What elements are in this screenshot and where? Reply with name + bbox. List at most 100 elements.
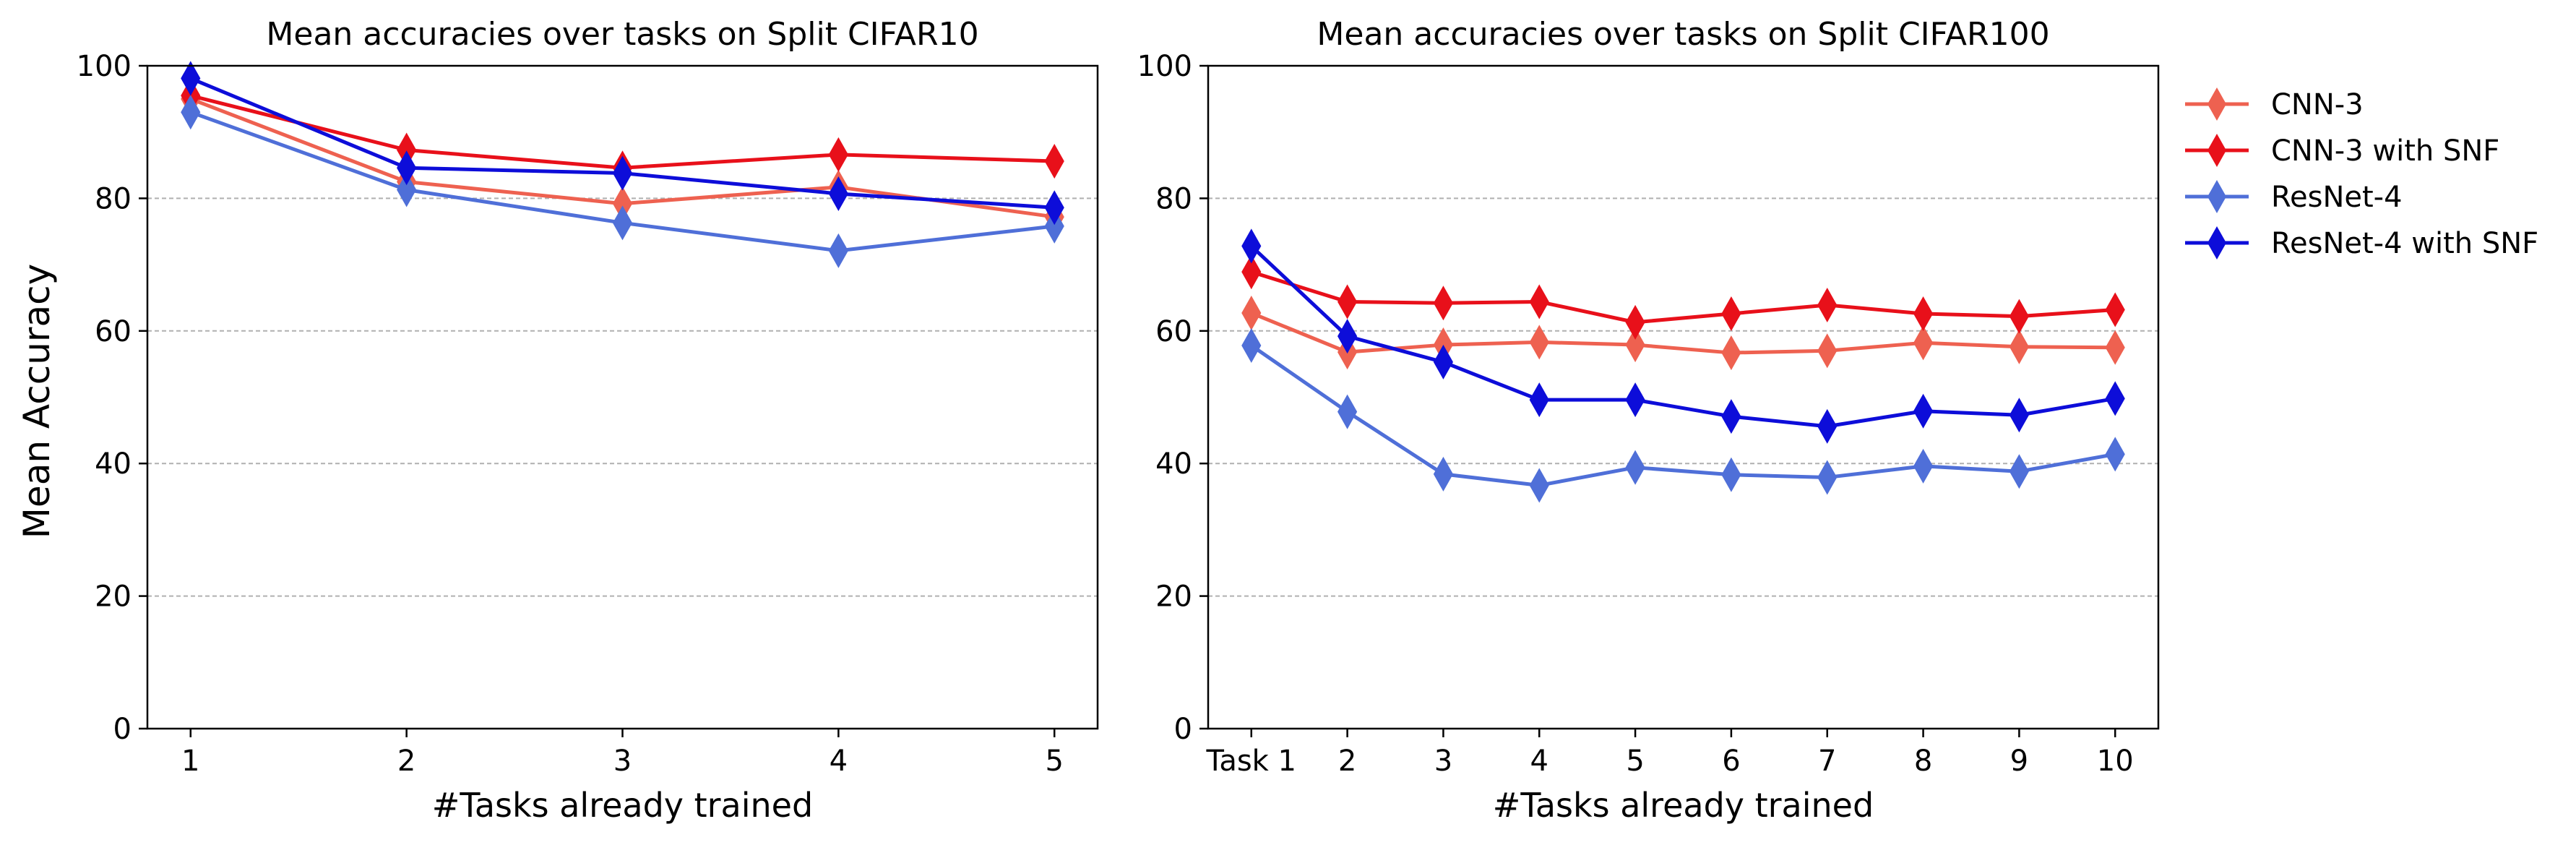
x-tick-label: 8 [1914,745,1932,778]
y-tick-label: 40 [1155,447,1192,481]
x-tick-label: 4 [830,745,848,778]
series-line-cnn-3-with-snf [1251,270,2116,325]
data-point [2009,329,2029,364]
data-point [2105,292,2125,327]
data-point [612,155,633,191]
data-point [1913,448,1934,484]
y-tick-label: 80 [1155,182,1192,215]
legend-label: ResNet-4 with SNF [2271,227,2538,260]
data-point [397,150,417,186]
data-point [1913,325,1934,361]
data-point [1721,296,1741,331]
legend-item-resnet-4: ResNet-4 [2185,180,2403,214]
data-point [1433,286,1454,321]
data-point [828,233,848,268]
data-point [181,61,201,96]
data-point [1625,450,1645,485]
y-tick-label: 20 [1155,580,1192,614]
legend-marker [2207,134,2226,167]
y-tick-label: 80 [95,182,132,215]
x-tick-label: 5 [1626,745,1644,778]
data-point [828,176,848,211]
x-tick-label: 2 [397,745,415,778]
x-tick-label: 1 [181,745,199,778]
data-point [1044,208,1064,244]
legend-label: CNN-3 with SNF [2271,134,2499,168]
data-point [1433,456,1454,492]
x-tick-label: 10 [2097,745,2134,778]
y-tick-label: 0 [113,713,132,746]
data-point [828,137,848,172]
legend-label: CNN-3 [2271,88,2364,121]
data-point [1044,190,1064,226]
series-line-resnet-4 [1250,343,2116,487]
plot-frame [1207,64,2160,730]
data-point [1433,344,1454,379]
data-point [1817,288,1838,323]
x-tick-label: 5 [1046,745,1064,778]
data-point [1337,394,1358,429]
data-point [1529,284,1549,319]
data-point [1625,304,1645,340]
legend-item-resnet-4-with-snf: ResNet-4 with SNF [2185,226,2538,260]
chart-title: Mean accuracies over tasks on Split CIFA… [266,16,978,53]
legend-label: ResNet-4 [2271,181,2403,214]
data-point [1529,382,1549,418]
data-point [1721,399,1741,434]
data-point [1817,333,1838,369]
x-tick-label: Task 1 [1206,745,1297,778]
data-point [1721,457,1741,492]
x-tick-label: 6 [1722,745,1740,778]
legend-item-cnn-3-with-snf: CNN-3 with SNF [2185,134,2499,168]
data-point [1913,296,1934,331]
x-tick-label: 9 [2010,745,2028,778]
chart-panel-cifar100: 0 20 40 60 80 100 Task 1 2 3 4 5 6 7 8 9 10 Mean accurac… [1137,16,2160,825]
data-point [1044,144,1064,179]
y-tick-label: 20 [95,580,132,614]
x-tick-label: 4 [1530,745,1548,778]
chart-legend: CNN-3 CNN-3 with SNF ResNet-4 ResNet-4 with… [2185,87,2538,260]
data-point [2105,437,2125,472]
data-point [1529,325,1549,360]
x-tick-label: 2 [1338,745,1356,778]
y-tick-label: 100 [77,50,132,83]
data-point [1625,327,1645,363]
legend-marker [2207,180,2226,213]
data-point [1529,468,1549,503]
data-point [1817,408,1838,444]
y-tick-label: 60 [1155,315,1192,348]
data-point [1241,296,1262,331]
data-point [2009,299,2029,334]
chart-panel-cifar10: 0 20 40 60 80 100 1 2 3 4 5 Mean accuracies over ta… [77,16,1099,825]
y-tick-label: 60 [95,315,132,348]
legend-marker [2207,226,2226,259]
data-point [612,205,633,241]
series-line-resnet-4-with-snf [1250,244,2116,429]
data-point [1337,319,1358,354]
x-tick-label: 3 [613,745,632,778]
data-point [1721,335,1741,371]
data-point [1241,228,1262,264]
data-point [1241,327,1262,363]
y-tick-label: 100 [1137,50,1192,83]
x-tick-label: 7 [1818,745,1836,778]
data-point [2009,398,2029,433]
data-point [2105,381,2125,416]
legend-marker [2207,87,2226,121]
y-tick-label: 40 [95,447,132,481]
data-point [1817,460,1838,495]
x-tick-label: 3 [1434,745,1452,778]
data-point [181,95,201,130]
data-point [1337,284,1358,319]
data-point [1241,254,1262,290]
legend-item-cnn-3: CNN-3 [2185,87,2364,121]
chart-title: Mean accuracies over tasks on Split CIFA… [1317,16,2049,53]
data-point [2105,330,2125,365]
data-point [2009,454,2029,489]
data-point [397,172,417,207]
data-point [1625,382,1645,418]
x-axis-label: #Tasks already trained [432,786,813,825]
y-tick-label: 0 [1174,713,1192,746]
data-point [1913,393,1934,429]
